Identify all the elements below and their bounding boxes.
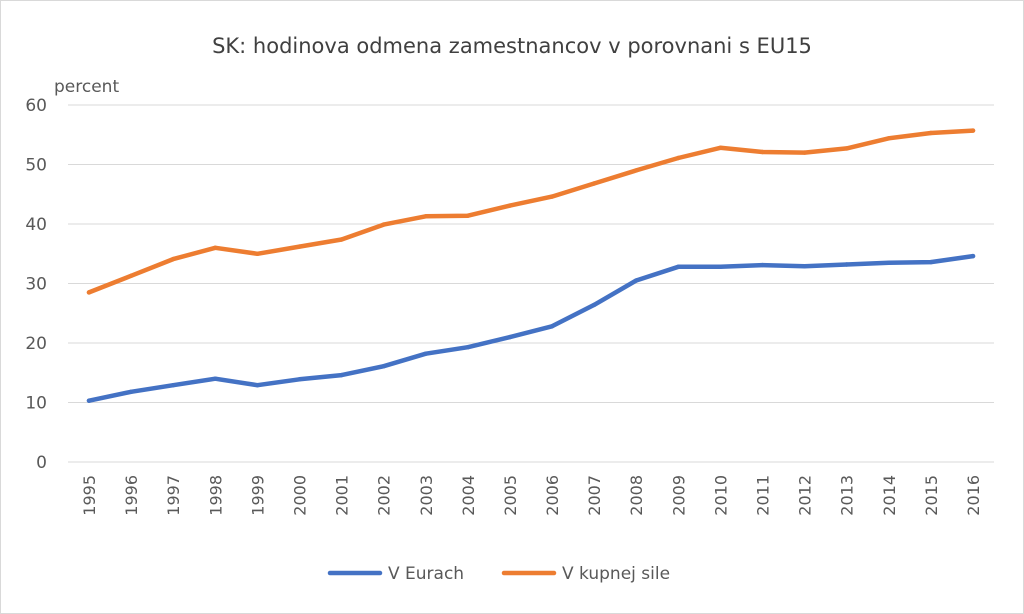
data-point bbox=[507, 334, 513, 340]
series-layer bbox=[86, 128, 976, 403]
data-point bbox=[297, 244, 302, 249]
data-point bbox=[676, 264, 681, 269]
data-point bbox=[423, 351, 428, 356]
x-tick-label: 2009 bbox=[669, 475, 688, 516]
data-point bbox=[213, 245, 218, 250]
chart-title: SK: hodinova odmena zamestnancov v porov… bbox=[212, 34, 812, 58]
data-point bbox=[591, 302, 597, 308]
series-line-2 bbox=[86, 128, 976, 295]
series-line-1 bbox=[86, 253, 976, 403]
data-point bbox=[171, 383, 176, 388]
x-tick-label: 2010 bbox=[711, 475, 730, 516]
x-tick-label: 1997 bbox=[164, 475, 183, 516]
data-point bbox=[213, 376, 218, 381]
y-tick-label: 20 bbox=[25, 334, 47, 354]
data-point bbox=[339, 237, 344, 242]
data-point bbox=[928, 259, 934, 265]
data-point bbox=[171, 256, 176, 262]
y-tick-label: 50 bbox=[25, 156, 47, 176]
data-point bbox=[844, 146, 849, 151]
x-tick-label: 2013 bbox=[838, 475, 857, 516]
x-tick-label: 2015 bbox=[922, 475, 941, 516]
data-point bbox=[381, 364, 386, 369]
data-point bbox=[297, 377, 302, 382]
x-tick-label: 2004 bbox=[459, 475, 478, 516]
data-point bbox=[128, 389, 134, 394]
data-point bbox=[676, 155, 681, 161]
x-tick-label: 1999 bbox=[248, 475, 267, 516]
data-point bbox=[591, 181, 597, 186]
y-tick-label: 60 bbox=[25, 96, 47, 116]
data-point bbox=[423, 214, 428, 219]
data-point bbox=[507, 203, 513, 208]
data-point bbox=[465, 345, 471, 350]
legend-label: V Eurach bbox=[388, 564, 464, 584]
x-tick-label: 2008 bbox=[627, 475, 646, 516]
x-axis-ticks: 1995 1996 1997 1998 1999 2000 2001 2002 2003 2004… bbox=[80, 475, 983, 516]
data-point bbox=[718, 145, 723, 150]
x-tick-label: 2001 bbox=[333, 475, 352, 516]
data-point bbox=[844, 262, 849, 267]
y-unit-label: percent bbox=[54, 77, 119, 97]
y-axis-ticks: 0 10 20 30 40 50 60 bbox=[25, 96, 47, 473]
data-point bbox=[634, 278, 639, 283]
data-point bbox=[549, 324, 555, 329]
y-tick-label: 30 bbox=[25, 275, 47, 295]
x-tick-label: 2003 bbox=[417, 475, 436, 516]
x-tick-label: 2007 bbox=[585, 475, 604, 516]
x-tick-label: 2002 bbox=[375, 475, 394, 516]
data-point bbox=[339, 372, 344, 378]
y-tick-label: 40 bbox=[25, 215, 47, 235]
data-point bbox=[718, 264, 723, 269]
x-tick-label: 2011 bbox=[754, 475, 773, 516]
data-point bbox=[886, 260, 891, 265]
y-tick-label: 10 bbox=[25, 394, 47, 414]
data-point bbox=[886, 136, 891, 141]
x-tick-label: 2016 bbox=[964, 475, 983, 516]
x-tick-label: 2006 bbox=[543, 475, 562, 516]
x-tick-label: 2012 bbox=[796, 475, 815, 516]
data-point bbox=[549, 194, 555, 199]
data-point bbox=[970, 128, 976, 133]
x-tick-label: 2005 bbox=[501, 475, 520, 516]
x-tick-label: 2014 bbox=[880, 475, 899, 516]
data-point bbox=[970, 253, 976, 259]
legend-label: V kupnej sile bbox=[562, 564, 670, 584]
x-tick-label: 1996 bbox=[122, 475, 141, 516]
data-point bbox=[802, 150, 807, 155]
data-point bbox=[465, 213, 471, 218]
grid-layer bbox=[68, 104, 994, 463]
data-point bbox=[86, 398, 92, 403]
data-point bbox=[381, 222, 386, 227]
data-point bbox=[255, 383, 260, 388]
y-tick-label: 0 bbox=[36, 453, 47, 473]
x-tick-label: 1995 bbox=[80, 475, 99, 516]
data-point bbox=[128, 273, 134, 278]
data-point bbox=[760, 262, 765, 268]
legend: V Eurach V kupnej sile bbox=[327, 564, 670, 584]
data-point bbox=[86, 290, 92, 295]
data-point bbox=[255, 251, 260, 256]
data-point bbox=[928, 130, 934, 136]
data-point bbox=[802, 264, 807, 269]
data-point bbox=[760, 149, 765, 155]
x-tick-label: 1998 bbox=[206, 475, 225, 516]
x-tick-label: 2000 bbox=[291, 475, 310, 516]
data-point bbox=[634, 168, 639, 173]
